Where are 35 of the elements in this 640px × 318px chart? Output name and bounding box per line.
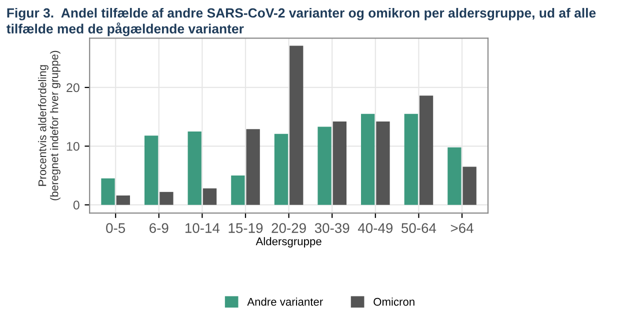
bar [419,96,434,205]
x-tick-label: 30-39 [314,223,350,233]
y-tick-label: 0 [73,200,80,210]
legend-label: Omicron [374,298,414,306]
y-axis-title: Procentvis alderfordeling (beregnet indefor hver gruppe) [38,50,60,200]
x-tick-label: >64 [450,223,474,233]
bar [376,122,390,205]
bar [404,114,418,205]
bar [160,192,174,205]
bar [188,131,202,205]
x-axis-title: Aldersgruppe [256,237,322,248]
bar [361,114,375,205]
x-tick-label: 15-19 [228,223,263,233]
bar [246,129,260,205]
bar [332,122,347,205]
bar [462,166,476,205]
bar [318,126,332,205]
bar [448,147,462,205]
y-tick-label: 20 [66,83,80,92]
x-tick-label: 50-64 [402,223,436,233]
bar [274,134,288,205]
bar [144,136,158,205]
x-tick-label: 0-5 [106,223,126,233]
legend-label: Andre varianter [247,298,323,306]
y-tick-label: 10 [66,142,80,151]
bar [231,176,245,205]
bar [202,188,217,205]
x-tick-label: 10-14 [185,223,220,233]
bar [101,178,115,205]
x-tick-label: 40-49 [358,223,393,233]
x-tick-label: 20-29 [272,223,306,233]
chart-title: Figur 3. Andel tilfælde af andre SARS-CoV-2 varianter og omikron per aldersgruppe, ud af alle tilfælde med de pågældende varianter [6,8,596,36]
x-tick-label: 6-9 [150,223,168,233]
bar [290,46,304,205]
bar [116,195,130,205]
